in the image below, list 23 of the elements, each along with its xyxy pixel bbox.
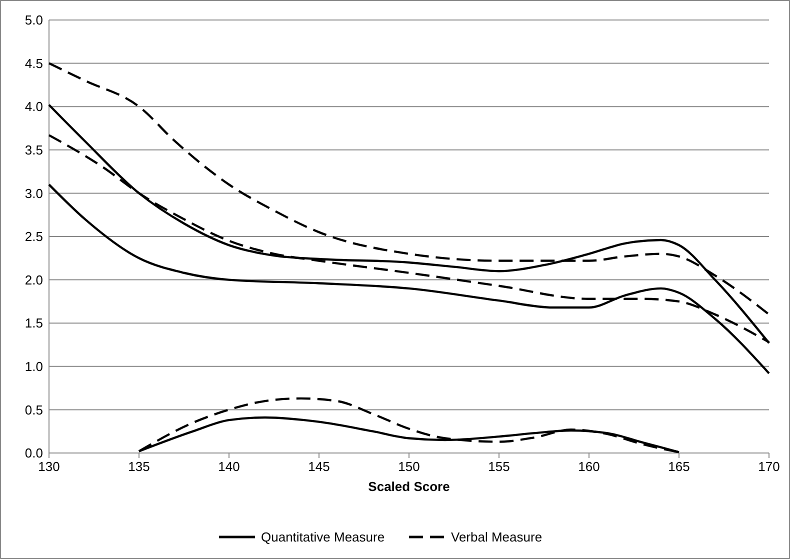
y-tick-label: 4.5 — [24, 56, 43, 71]
y-tick-label: 3.5 — [24, 142, 43, 158]
x-tick-label: 145 — [308, 459, 330, 474]
y-tick-label: 4.0 — [24, 99, 43, 114]
y-tick-label: 0.0 — [24, 446, 43, 461]
y-tick-label: 5.0 — [24, 12, 43, 28]
legend-label: Verbal Measure — [451, 530, 542, 545]
x-tick-label: 155 — [488, 459, 510, 474]
y-tick-label: 3.0 — [24, 186, 43, 201]
x-tick-label: 165 — [668, 459, 690, 474]
y-tick-label: 1.0 — [24, 358, 43, 374]
x-tick-label: 135 — [128, 459, 150, 474]
x-tick-label: 160 — [578, 459, 600, 474]
x-tick-label: 150 — [398, 459, 420, 474]
x-tick-label: 140 — [218, 459, 240, 474]
y-tick-label: 1.5 — [24, 316, 43, 331]
y-tick-label: 2.0 — [24, 272, 43, 288]
legend-label: Quantitative Measure — [261, 530, 385, 545]
x-tick-label: 130 — [38, 459, 60, 474]
x-axis-title: Scaled Score — [368, 479, 450, 494]
y-tick-label: 2.5 — [24, 229, 43, 244]
x-tick-label: 170 — [758, 459, 780, 474]
y-tick-label: 0.5 — [24, 402, 43, 418]
